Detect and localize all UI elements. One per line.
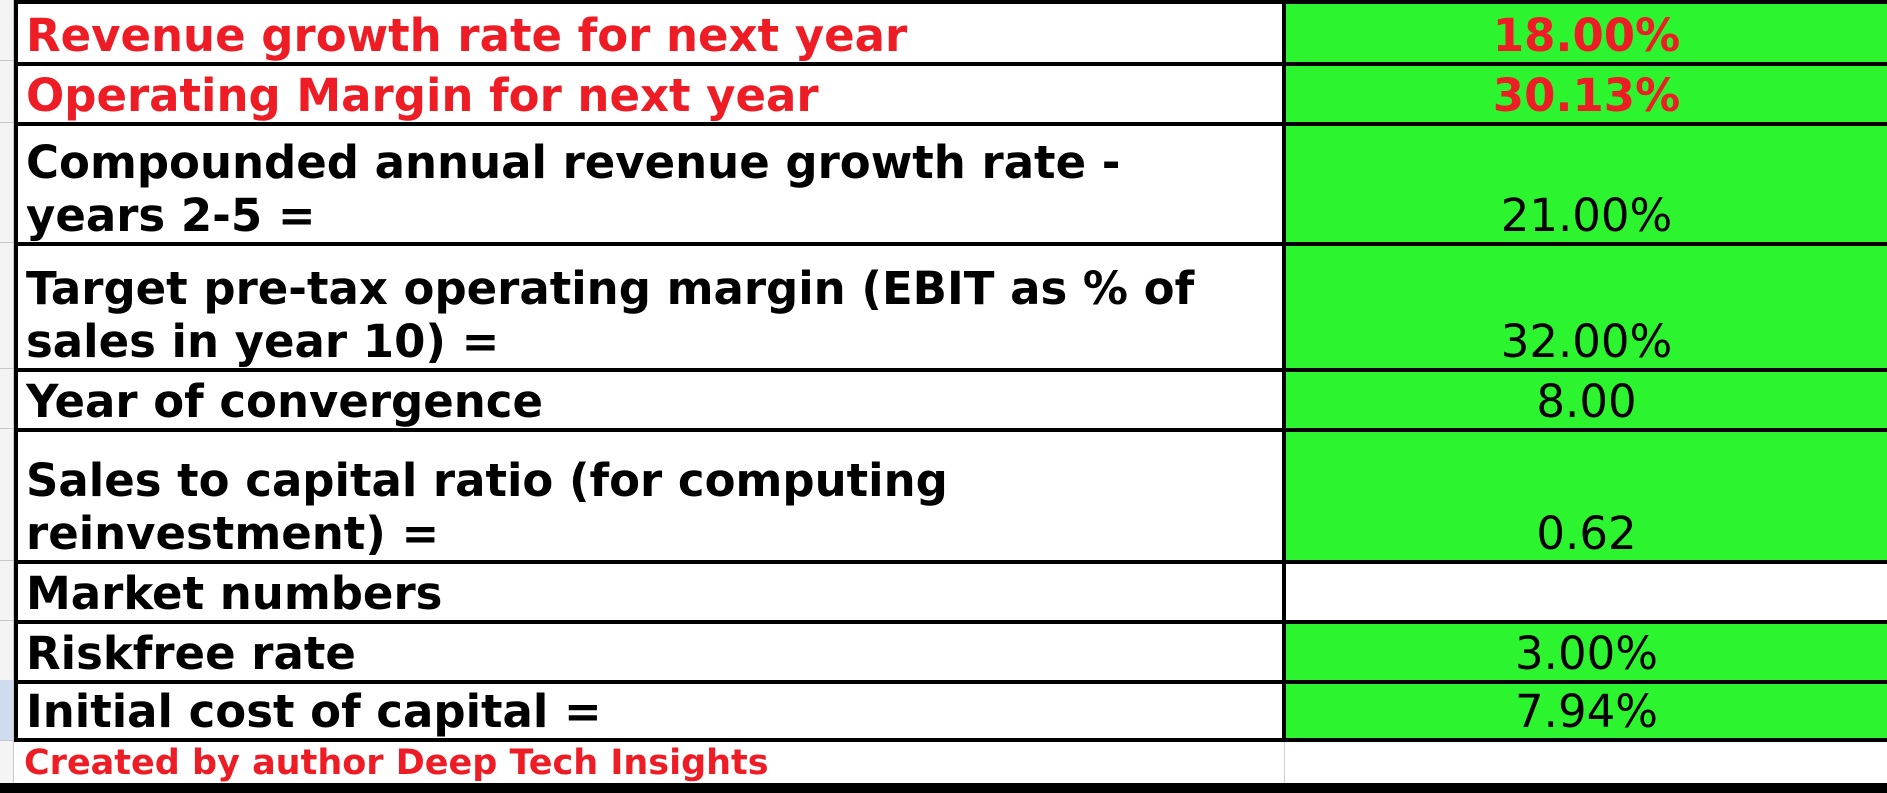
table-row: Operating Margin for next year 30.13% [14, 62, 1887, 126]
cell-text-line: years 2-5 = [26, 189, 316, 242]
cell-sales-to-capital-label[interactable]: Sales to capital ratio (for computing re… [14, 428, 1286, 564]
cell-text: 18.00% [1492, 9, 1681, 62]
table-row: Sales to capital ratio (for computing re… [14, 428, 1887, 564]
table-row: Compounded annual revenue growth rate - … [14, 122, 1887, 246]
cell-operating-margin-label[interactable]: Operating Margin for next year [14, 62, 1286, 126]
cell-convergence-value[interactable]: 8.00 [1282, 368, 1887, 432]
cell-target-margin-label[interactable]: Target pre-tax operating margin (EBIT as… [14, 242, 1286, 372]
cell-cost-of-capital-label[interactable]: Initial cost of capital = [14, 680, 1286, 742]
cell-compounded-growth-value[interactable]: 21.00% [1282, 122, 1887, 246]
cell-text: 7.94% [1515, 685, 1658, 738]
cell-text-line: Compounded annual revenue growth rate - [26, 136, 1121, 189]
cell-text-line: Sales to capital ratio (for computing [26, 454, 948, 507]
cell-text: 32.00% [1500, 315, 1673, 368]
cell-text-line: sales in year 10) = [26, 315, 500, 368]
table-row: Created by author Deep Tech Insights [16, 738, 1887, 784]
cell-footer-empty[interactable] [1283, 738, 1887, 784]
cell-riskfree-label[interactable]: Riskfree rate [14, 620, 1286, 684]
cell-footer-credit[interactable]: Created by author Deep Tech Insights [16, 738, 1284, 784]
table-row: Market numbers [14, 560, 1887, 624]
bottom-border-bar [0, 783, 1887, 793]
cell-market-numbers-value[interactable] [1282, 560, 1887, 624]
cell-revenue-growth-value[interactable]: 18.00% [1282, 0, 1887, 66]
footer-credit-text: Created by author Deep Tech Insights [24, 743, 769, 783]
cell-operating-margin-value[interactable]: 30.13% [1282, 62, 1887, 126]
cell-text: Year of convergence [26, 375, 543, 428]
cell-market-numbers-label[interactable]: Market numbers [14, 560, 1286, 624]
cell-text: 8.00 [1536, 375, 1637, 428]
cell-riskfree-value[interactable]: 3.00% [1282, 620, 1887, 684]
cell-text: Riskfree rate [26, 627, 356, 680]
cell-text: Market numbers [26, 567, 443, 620]
cell-text-line: Target pre-tax operating margin (EBIT as… [26, 262, 1195, 315]
cell-text: Revenue growth rate for next year [26, 9, 908, 62]
cell-sales-to-capital-value[interactable]: 0.62 [1282, 428, 1887, 564]
cell-text: Initial cost of capital = [26, 685, 602, 738]
cell-cost-of-capital-value[interactable]: 7.94% [1282, 680, 1887, 742]
row-header-strip [0, 0, 14, 793]
cell-text: 0.62 [1536, 507, 1637, 560]
cell-text-line: reinvestment) = [26, 507, 440, 560]
cell-compounded-growth-label[interactable]: Compounded annual revenue growth rate - … [14, 122, 1286, 246]
table-row: Riskfree rate 3.00% [14, 620, 1887, 684]
table-row: Initial cost of capital = 7.94% [14, 680, 1887, 742]
cell-text: 30.13% [1492, 69, 1681, 122]
table-row: Year of convergence 8.00 [14, 368, 1887, 432]
table-row: Revenue growth rate for next year 18.00% [14, 0, 1887, 66]
cell-text: Operating Margin for next year [26, 69, 819, 122]
cell-text: 21.00% [1500, 189, 1673, 242]
cell-text: 3.00% [1515, 627, 1658, 680]
assumptions-table: Revenue growth rate for next year 18.00%… [14, 0, 1887, 784]
cell-convergence-label[interactable]: Year of convergence [14, 368, 1286, 432]
cell-revenue-growth-label[interactable]: Revenue growth rate for next year [14, 0, 1286, 66]
cell-target-margin-value[interactable]: 32.00% [1282, 242, 1887, 372]
table-row: Target pre-tax operating margin (EBIT as… [14, 242, 1887, 372]
